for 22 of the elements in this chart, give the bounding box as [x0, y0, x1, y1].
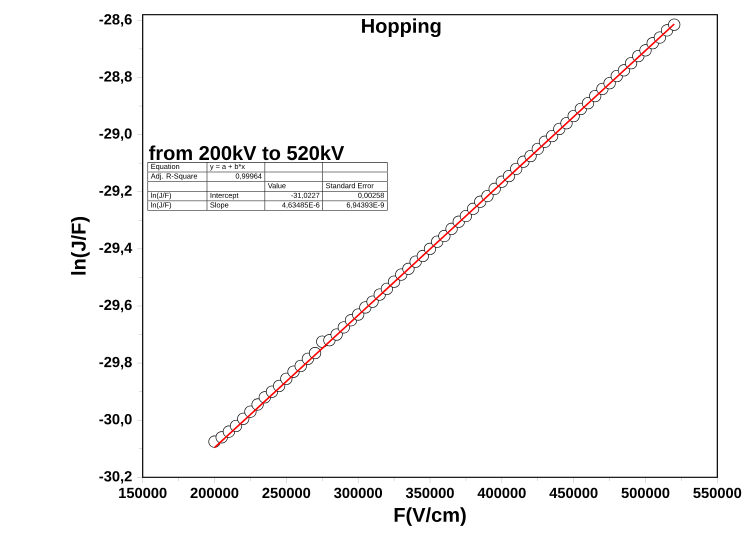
chart-title: Hopping: [362, 18, 440, 38]
y-tick-label: -29,8: [99, 357, 132, 370]
y-tick-label: -30,2: [99, 471, 132, 484]
y-tick-label: -29,2: [99, 186, 132, 198]
annotation: from 200kV to 520kV: [149, 146, 344, 160]
y-axis-title: ln(J/F): [71, 217, 90, 275]
y-tick-label: -28,6: [99, 14, 132, 27]
y-tick-label: -30,0: [99, 414, 132, 427]
x-tick-label: 200000: [190, 488, 238, 498]
x-tick-label: 150000: [119, 488, 167, 498]
x-tick-label: 250000: [262, 488, 310, 498]
x-tick-label: 300000: [334, 488, 382, 498]
y-tick-label: -29,4: [99, 242, 132, 256]
x-tick-label: 350000: [406, 488, 454, 498]
x-tick-label: 400000: [478, 488, 526, 498]
y-tick-label: -28,8: [99, 71, 132, 84]
x-tick-label: 450000: [549, 488, 598, 498]
x-tick-label: 550000: [693, 488, 742, 498]
x-tick-label: 500000: [621, 488, 670, 498]
y-tick-label: -29,6: [99, 300, 132, 312]
y-tick-label: -29,0: [99, 128, 132, 142]
x-axis-title: F(V/cm): [394, 507, 466, 526]
